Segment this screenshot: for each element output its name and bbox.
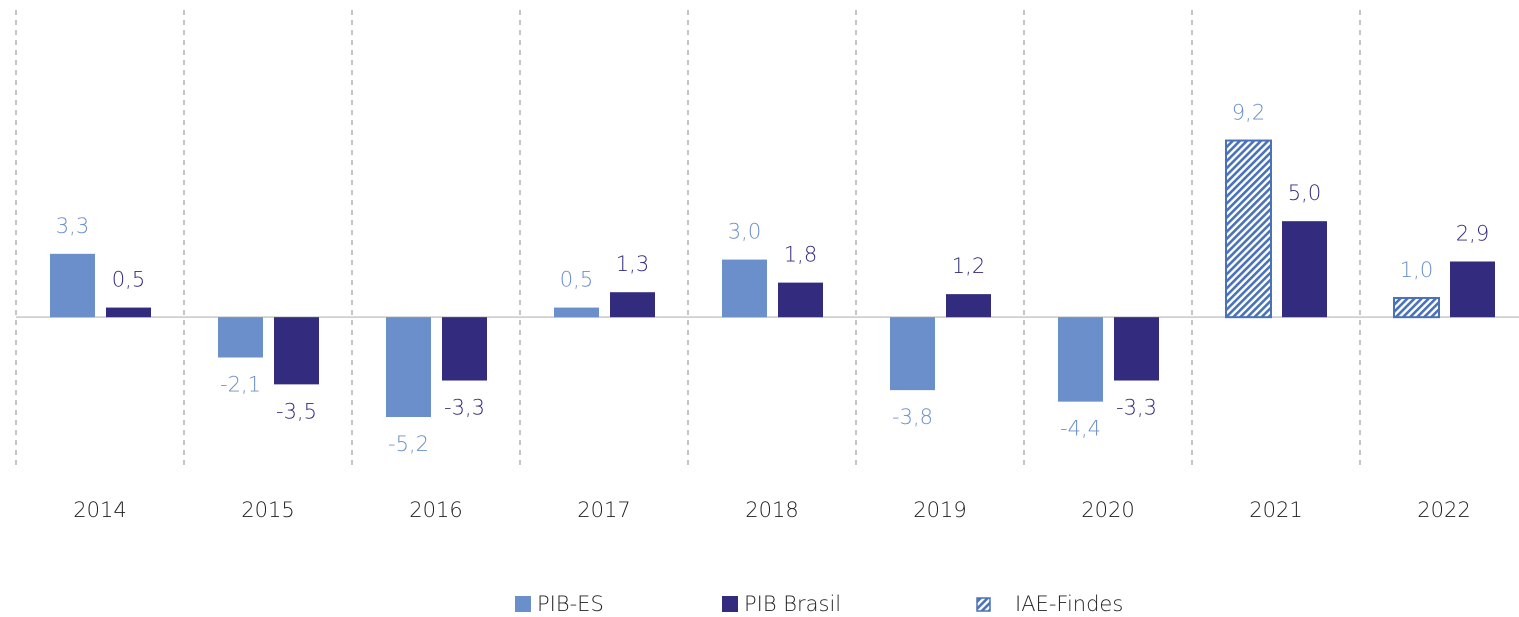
x-tick-label: 2018 [745, 498, 798, 522]
bar [554, 307, 599, 318]
value-label: -3,8 [892, 405, 933, 429]
value-label: 0,5 [112, 268, 145, 292]
x-tick-label: 2021 [1249, 498, 1302, 522]
bar [722, 259, 767, 318]
value-label: 3,3 [56, 214, 89, 238]
bar [890, 317, 935, 391]
value-label: 1,3 [616, 252, 649, 276]
value-label: 2,9 [1456, 221, 1489, 245]
x-tick-label: 2016 [409, 498, 462, 522]
bar [778, 282, 823, 318]
bar [1058, 317, 1103, 402]
bar [1225, 139, 1272, 319]
legend-swatch [722, 596, 738, 612]
value-label: 1,0 [1400, 258, 1433, 282]
bar [1282, 221, 1327, 318]
x-tick-label: 2017 [577, 498, 630, 522]
value-label: 5,0 [1288, 181, 1321, 205]
value-label: -3,3 [444, 396, 485, 420]
bar [106, 307, 151, 318]
bar [442, 317, 487, 381]
bar [386, 317, 431, 418]
value-label: -2,1 [220, 372, 261, 396]
bar [610, 292, 655, 318]
bar [946, 294, 991, 318]
value-label: 9,2 [1232, 101, 1265, 125]
legend-label: PIB Brasil [744, 592, 841, 616]
x-tick-label: 2015 [241, 498, 294, 522]
value-label: 3,0 [728, 220, 761, 244]
legend-swatch [515, 596, 531, 612]
value-label: -4,4 [1060, 417, 1101, 441]
value-label: -5,2 [388, 432, 429, 456]
legend-label: IAE-Findes [1015, 592, 1123, 616]
bar [1450, 261, 1495, 318]
legend-swatch [976, 597, 991, 612]
bar [1114, 317, 1159, 381]
value-label: 0,5 [560, 268, 593, 292]
bar [50, 253, 95, 318]
bar [274, 317, 319, 385]
x-tick-label: 2019 [913, 498, 966, 522]
value-label: 1,2 [952, 254, 985, 278]
x-tick-label: 2022 [1417, 498, 1470, 522]
legend-label: PIB-ES [537, 592, 604, 616]
x-tick-label: 2014 [73, 498, 126, 522]
bar [1393, 296, 1440, 319]
x-tick-label: 2020 [1081, 498, 1134, 522]
value-label: -3,5 [276, 399, 317, 423]
value-label: -3,3 [1116, 396, 1157, 420]
value-label: 1,8 [784, 243, 817, 267]
bar [218, 317, 263, 358]
